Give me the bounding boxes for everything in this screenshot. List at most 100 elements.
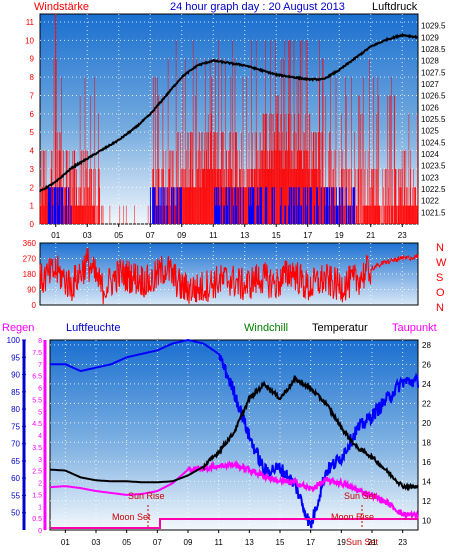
pressure-tick-label: 1027 bbox=[421, 80, 439, 89]
top-right-axis: 1021.5 1022 1022.5 1023 1023.5 1024 1024.5 1025… bbox=[421, 22, 446, 218]
humidity-tick-label: 90 bbox=[11, 371, 20, 380]
mid-left-axis: 0 90 180 270 360 bbox=[23, 239, 37, 310]
temperature-tick-label: 12 bbox=[422, 497, 431, 506]
humidity-tick-label: 85 bbox=[11, 388, 20, 397]
header-title: 24 hour graph day : 20 August 2013 bbox=[170, 1, 345, 13]
pressure-tick-label: 1027.5 bbox=[421, 68, 446, 77]
wind-tick-label: 9 bbox=[30, 55, 35, 64]
bottom-x-tick-label: 07 bbox=[153, 538, 162, 547]
rain-tick-label: 0 bbox=[38, 528, 42, 535]
bottom-x-tick-label: 19 bbox=[337, 538, 346, 547]
direction-tick-label: 360 bbox=[23, 239, 37, 248]
top-x-tick-label: 15 bbox=[272, 231, 281, 240]
bottom-x-tick-label: 23 bbox=[398, 538, 407, 547]
pressure-tick-label: 1026 bbox=[421, 103, 439, 112]
gust-bars bbox=[47, 187, 355, 224]
temperature-tick-label: 20 bbox=[422, 419, 431, 428]
wind-tick-label: 0 bbox=[30, 220, 35, 229]
top-x-tick-label: 11 bbox=[209, 231, 218, 240]
label-taupunkt: Taupunkt bbox=[392, 322, 437, 334]
temperature-tick-label: 10 bbox=[422, 516, 431, 525]
wind-tick-label: 4 bbox=[30, 147, 35, 156]
wind-tick-label: 8 bbox=[30, 73, 35, 82]
top-x-tick-label: 07 bbox=[146, 231, 155, 240]
header-right-label: Luftdruck bbox=[372, 1, 418, 13]
wind-tick-label: 11 bbox=[26, 18, 35, 27]
pressure-tick-label: 1024 bbox=[421, 150, 439, 159]
temperature-tick-label: 16 bbox=[422, 458, 431, 467]
pressure-tick-label: 1025 bbox=[421, 127, 439, 136]
wind-tick-label: 3 bbox=[30, 165, 35, 174]
pressure-series bbox=[39, 32, 419, 193]
direction-tick-label: 0 bbox=[32, 301, 37, 310]
bottom-x-tick-label: 09 bbox=[184, 538, 193, 547]
rain-tick-label: 2.5 bbox=[32, 469, 42, 476]
pressure-tick-label: 1022 bbox=[421, 197, 439, 206]
bottom-x-tick-label: 15 bbox=[276, 538, 285, 547]
compass-label: O bbox=[436, 287, 445, 299]
humidity-tick-label: 75 bbox=[11, 422, 20, 431]
rain-tick-label: 4.5 bbox=[32, 421, 42, 428]
gust-series bbox=[47, 187, 355, 224]
bottom-x-tick-label: 03 bbox=[92, 538, 101, 547]
temperature-axis: 10 12 14 16 18 20 22 24 26 28 bbox=[422, 341, 431, 525]
label-luftfeuchte: Luftfeuchte bbox=[66, 322, 120, 334]
pressure-tick-label: 1022.5 bbox=[421, 185, 446, 194]
humidity-tick-label: 50 bbox=[11, 509, 20, 518]
rain-tick-label: 2 bbox=[38, 481, 42, 488]
humidity-tick-label: 100 bbox=[7, 336, 21, 345]
rain-tick-label: 1 bbox=[38, 504, 42, 511]
top-x-tick-label: 17 bbox=[303, 231, 312, 240]
wind-tick-label: 5 bbox=[30, 128, 35, 137]
temperature-tick-label: 18 bbox=[422, 438, 431, 447]
top-left-axis: 0 1 2 3 4 5 6 7 8 9 10 11 bbox=[25, 18, 34, 229]
rain-baseline bbox=[50, 518, 418, 529]
bottom-x-tick-label: 17 bbox=[306, 538, 315, 547]
rain-tick-label: 6 bbox=[38, 386, 42, 393]
pressure-tick-label: 1026.5 bbox=[421, 92, 446, 101]
bottom-x-tick-label: 05 bbox=[122, 538, 131, 547]
temperature-tick-label: 26 bbox=[422, 360, 431, 369]
temperature-tick-label: 14 bbox=[422, 477, 431, 486]
pressure-tick-label: 1021.5 bbox=[421, 208, 446, 217]
humidity-tick-label: 80 bbox=[11, 405, 20, 414]
annotation-moon-set: Moon Set bbox=[112, 512, 151, 522]
annotation-sun-rise: Sun Rise bbox=[128, 491, 165, 501]
pressure-tick-label: 1028 bbox=[421, 57, 439, 66]
annotation-sun-set-bottom: Sun Set bbox=[346, 537, 379, 547]
rain-tick-label: 3 bbox=[38, 457, 42, 464]
top-x-tick-label: 09 bbox=[177, 231, 186, 240]
direction-tick-label: 180 bbox=[23, 270, 37, 279]
top-x-axis: 01 03 05 07 09 11 13 15 17 19 21 23 bbox=[51, 224, 407, 240]
dewpoint-series bbox=[50, 459, 419, 520]
bottom-x-tick-label: 13 bbox=[245, 538, 254, 547]
top-x-tick-label: 01 bbox=[51, 231, 60, 240]
top-x-tick-label: 19 bbox=[335, 231, 344, 240]
bottom-x-tick-label: 01 bbox=[61, 538, 70, 547]
pressure-tick-label: 1028.5 bbox=[421, 45, 446, 54]
wind-tick-label: 6 bbox=[30, 110, 35, 119]
bottom-x-tick-label: 21 bbox=[368, 538, 377, 547]
pressure-tick-label: 1029 bbox=[421, 33, 439, 42]
temperature-tick-label: 22 bbox=[422, 399, 431, 408]
compass-label: S bbox=[436, 272, 443, 284]
pressure-tick-label: 1023.5 bbox=[421, 162, 446, 171]
humidity-tick-label: 65 bbox=[11, 457, 20, 466]
humidity-tick-label: 95 bbox=[11, 353, 20, 362]
temperature-series bbox=[50, 374, 419, 492]
rain-tick-label: 4 bbox=[38, 433, 42, 440]
bottom-x-axis: 01 03 05 07 09 11 13 15 17 19 21 23 bbox=[61, 530, 408, 547]
rain-tick-label: 8 bbox=[38, 338, 42, 345]
direction-tick-label: 90 bbox=[27, 286, 36, 295]
temperature-tick-label: 28 bbox=[422, 341, 431, 350]
bottom-x-tick-label: 11 bbox=[215, 538, 224, 547]
wind-tick-label: 10 bbox=[25, 36, 34, 45]
label-windchill: Windchill bbox=[244, 322, 288, 334]
humidity-tick-label: 60 bbox=[11, 474, 20, 483]
rain-tick-label: 3.5 bbox=[32, 445, 42, 452]
humidity-tick-label: 55 bbox=[11, 491, 20, 500]
humidity-tick-label: 70 bbox=[11, 440, 20, 449]
annotation-moon-rise: Moon Rise bbox=[331, 512, 374, 522]
top-x-tick-label: 13 bbox=[240, 231, 249, 240]
top-x-tick-label: 21 bbox=[366, 231, 375, 240]
